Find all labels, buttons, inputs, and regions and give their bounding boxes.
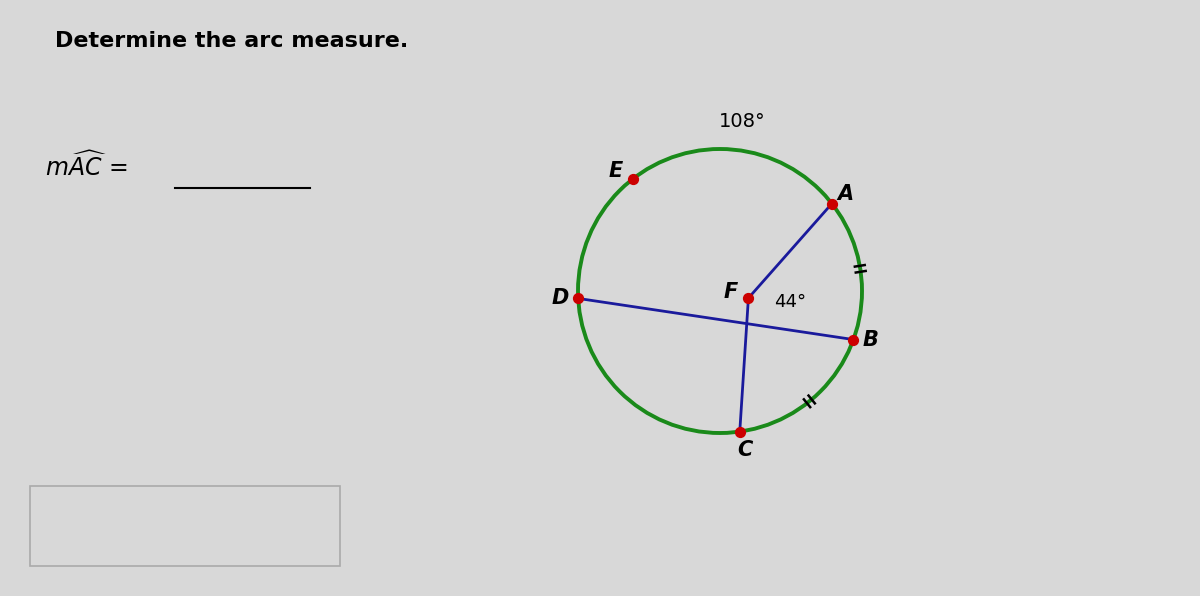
Text: $m\widehat{AC}$ =: $m\widehat{AC}$ = <box>46 151 127 181</box>
Text: D: D <box>552 288 569 309</box>
FancyBboxPatch shape <box>30 486 340 566</box>
Point <box>569 294 588 303</box>
Point <box>822 199 841 209</box>
Text: F: F <box>724 282 738 302</box>
Point <box>739 293 758 303</box>
Point <box>623 175 642 184</box>
Text: Determine the arc measure.: Determine the arc measure. <box>55 31 408 51</box>
Text: 44°: 44° <box>774 293 806 311</box>
Text: E: E <box>608 161 623 181</box>
Point <box>844 335 863 344</box>
Text: 108°: 108° <box>719 112 766 131</box>
Text: A: A <box>838 184 854 204</box>
Text: B: B <box>863 330 878 350</box>
Text: C: C <box>737 440 752 460</box>
Point <box>730 427 749 436</box>
